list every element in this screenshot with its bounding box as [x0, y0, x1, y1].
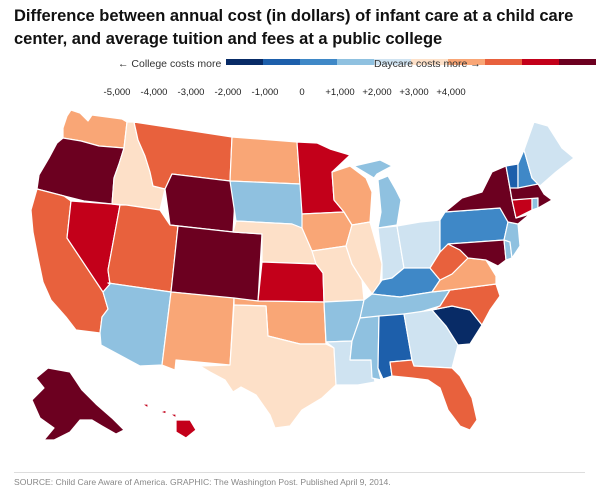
state-new-mexico[interactable]	[161, 291, 235, 371]
legend-swatch	[485, 59, 522, 65]
legend-swatch	[559, 59, 596, 65]
legend-swatch	[522, 59, 559, 65]
legend-tick-label: -3,000	[177, 87, 205, 98]
legend-right-note: Daycare costs more →	[374, 58, 481, 70]
legend-swatch	[374, 59, 411, 65]
legend-swatch	[300, 59, 337, 65]
color-legend: ← College costs more Daycare costs more …	[0, 0, 599, 100]
state-michigan[interactable]	[353, 159, 402, 229]
source-note: SOURCE: Child Care Aware of America. GRA…	[14, 477, 391, 487]
legend-tick-label: -5,000	[103, 87, 131, 98]
legend-swatch	[263, 59, 300, 65]
chart-title-line-2: center, and average tuition and fees at …	[14, 30, 443, 48]
state-texas[interactable]	[199, 304, 337, 429]
state-wyoming[interactable]	[164, 173, 237, 233]
state-maine[interactable]	[523, 121, 575, 187]
state-arizona[interactable]	[99, 282, 172, 367]
legend-tick-label: +3,000	[399, 87, 429, 98]
state-hawaii[interactable]	[141, 403, 197, 439]
legend-tick-label: 0	[299, 87, 305, 98]
state-utah[interactable]	[107, 204, 179, 293]
legend-left-note: ← College costs more	[118, 58, 222, 70]
state-north-dakota[interactable]	[229, 136, 301, 185]
legend-swatch	[411, 59, 448, 65]
chart-title-line-1: Difference between annual cost (in dolla…	[14, 7, 574, 25]
us-choropleth-map	[30, 109, 575, 441]
state-florida[interactable]	[389, 359, 478, 431]
legend-tick-label: +2,000	[362, 87, 392, 98]
footer-divider	[14, 472, 585, 473]
legend-tick-label: -2,000	[214, 87, 242, 98]
chart-title: Difference between annual cost (in dolla…	[14, 5, 589, 51]
legend-swatch	[337, 59, 374, 65]
legend-swatch	[226, 59, 263, 65]
legend-tick-label: +1,000	[325, 87, 355, 98]
legend-tick-label: +4,000	[436, 87, 466, 98]
state-kansas[interactable]	[257, 261, 325, 303]
legend-tick-label: -1,000	[251, 87, 279, 98]
legend-tick-labels: -5,000 -4,000 -3,000 -2,000 -1,000 0 +1,000 +2,…	[0, 87, 599, 101]
state-colorado[interactable]	[170, 225, 263, 302]
state-ohio[interactable]	[396, 219, 441, 269]
legend-color-bar	[226, 59, 596, 65]
state-iowa[interactable]	[301, 211, 353, 252]
state-rhode-island[interactable]	[531, 197, 539, 211]
legend-tick-label: -4,000	[140, 87, 168, 98]
state-alaska[interactable]	[31, 367, 125, 441]
legend-swatch	[448, 59, 485, 65]
